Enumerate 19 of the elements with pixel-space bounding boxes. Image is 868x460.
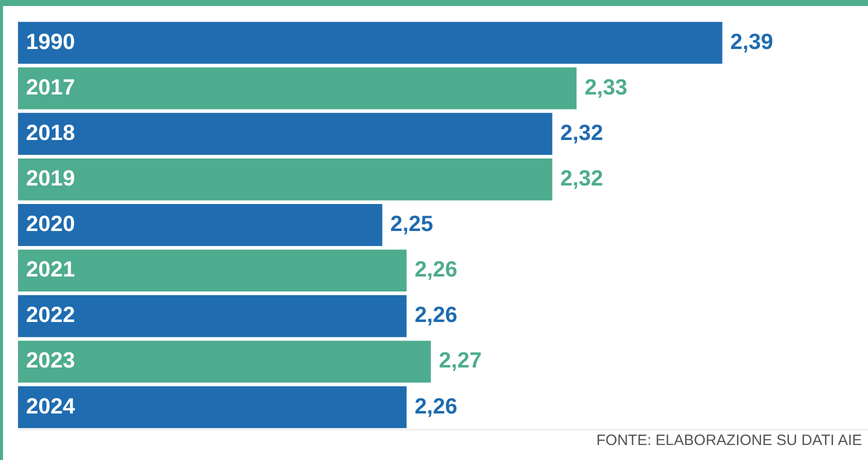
y-tick-label: 1990 — [26, 28, 75, 54]
y-tick-label: 2020 — [26, 211, 75, 236]
data-label: 2,26 — [414, 256, 458, 282]
data-label: 2,32 — [560, 120, 604, 145]
y-tick-label: 2017 — [26, 74, 75, 100]
y-tick-label: 2018 — [26, 120, 75, 145]
data-label: 2,25 — [390, 211, 434, 236]
y-tick-label: 2024 — [26, 393, 76, 418]
y-tick-label: 2019 — [26, 166, 75, 191]
data-label: 2,39 — [730, 28, 774, 54]
data-label: 2,27 — [438, 348, 482, 373]
source-note: FONTE: ELABORAZIONE SU DATI AIE — [596, 432, 862, 449]
y-tick-label: 2023 — [26, 348, 75, 373]
data-label: 2,26 — [414, 393, 458, 418]
data-label: 2,33 — [584, 74, 628, 100]
data-label: 2,26 — [414, 302, 458, 328]
y-tick-label: 2021 — [26, 256, 75, 282]
data-label: 2,32 — [560, 166, 604, 191]
y-tick-label: 2022 — [26, 302, 75, 328]
